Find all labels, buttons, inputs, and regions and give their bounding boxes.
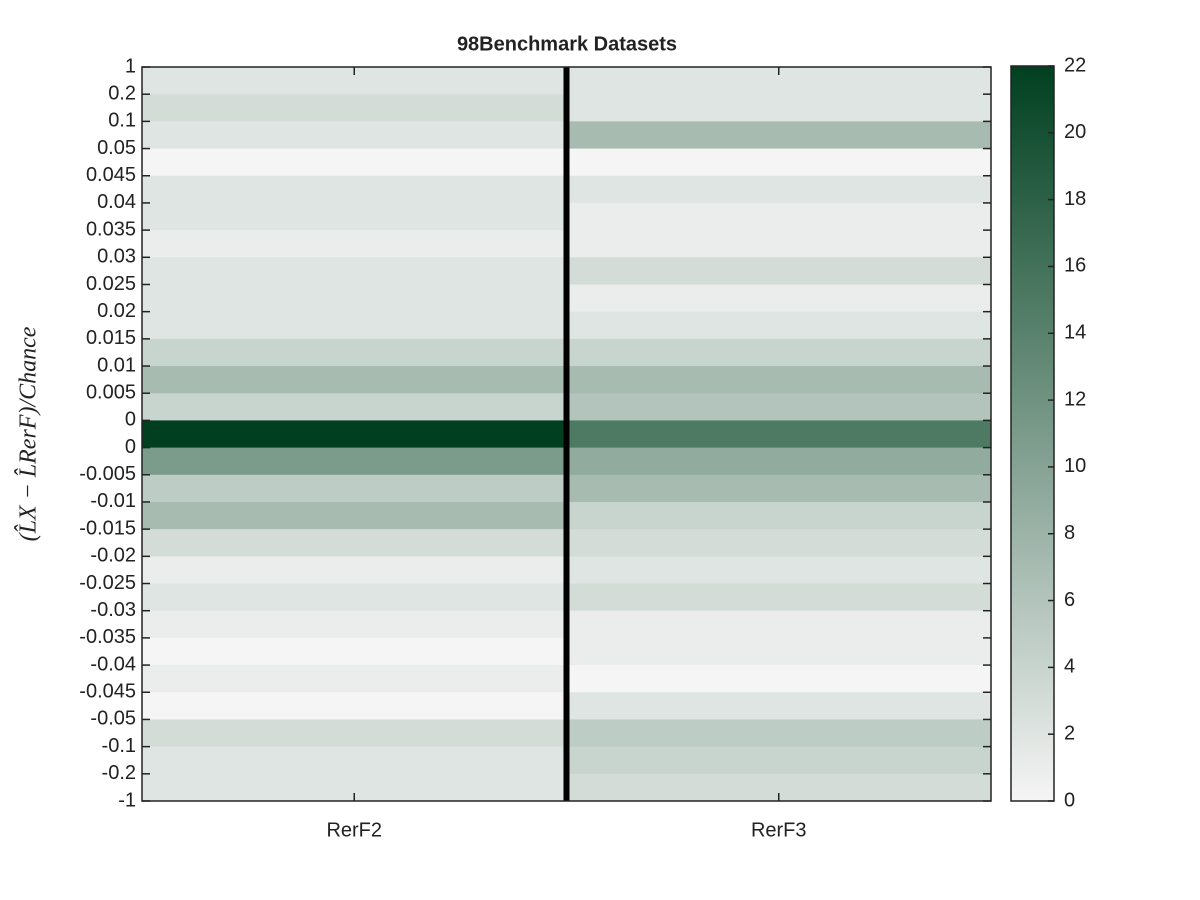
y-tick-label: -0.03 — [90, 599, 136, 621]
y-tick-label: -0.025 — [79, 572, 136, 594]
colorbar-tick-label: 14 — [1064, 322, 1086, 344]
heat-cell — [142, 202, 567, 231]
colorbar-tick-label: 4 — [1064, 656, 1075, 678]
heat-cell — [566, 692, 992, 720]
heat-cell — [566, 393, 992, 421]
heat-cell — [142, 284, 567, 313]
heat-cell — [142, 746, 567, 775]
colorbar-tick-label: 20 — [1064, 121, 1086, 143]
y-tick-label: -0.1 — [102, 735, 136, 757]
heat-cell — [142, 121, 567, 150]
y-tick-label: -0.045 — [79, 681, 136, 703]
y-tick-label: 0 — [125, 409, 136, 431]
heat-cell — [142, 556, 567, 585]
y-tick-label: 0.03 — [97, 246, 136, 268]
x-tick-label: RerF3 — [751, 819, 807, 841]
heat-cell — [142, 94, 567, 122]
heat-cell — [566, 665, 992, 693]
y-tick-label: 0.02 — [97, 300, 136, 322]
colorbar-tick-label: 18 — [1064, 188, 1086, 210]
heat-cell — [566, 501, 992, 530]
y-tick-label: -0.01 — [90, 490, 136, 512]
heat-cell — [566, 366, 992, 394]
heat-cell — [566, 94, 992, 122]
heat-cell — [142, 501, 567, 530]
colorbar-tick-label: 8 — [1064, 522, 1075, 544]
colorbar-tick-label: 16 — [1064, 255, 1086, 277]
y-tick-label: -0.04 — [90, 653, 136, 675]
heat-cell — [566, 556, 992, 585]
y-tick-label: 0.005 — [86, 382, 136, 404]
heat-cell — [142, 175, 567, 204]
heat-cell — [566, 311, 992, 340]
heat-cell — [142, 692, 567, 720]
heat-cell — [142, 257, 567, 285]
heat-cell — [566, 257, 992, 285]
y-tick-label: -0.2 — [102, 762, 136, 784]
y-tick-label: 0.015 — [86, 327, 136, 349]
y-tick-label: 0.1 — [108, 110, 136, 132]
y-tick-label: -0.015 — [79, 517, 136, 539]
y-tick-label: -0.05 — [90, 708, 136, 730]
heat-cell — [566, 121, 992, 150]
heat-cell — [566, 529, 992, 557]
heat-cell — [566, 583, 992, 612]
y-tick-label: 0.2 — [108, 82, 136, 104]
colorbar-tick-label: 12 — [1064, 388, 1086, 410]
heat-cell — [142, 529, 567, 557]
heat-cell — [142, 610, 567, 639]
heat-cell — [566, 230, 992, 258]
y-tick-label: -0.02 — [90, 545, 136, 567]
colorbar-tick-label: 0 — [1064, 789, 1075, 811]
x-tick-label: RerF2 — [326, 819, 382, 841]
heat-cell — [142, 393, 567, 421]
colorbar-tick-label: 2 — [1064, 722, 1075, 744]
heat-cell — [142, 637, 567, 666]
colorbar-tick-label: 6 — [1064, 589, 1075, 611]
heat-cell — [142, 148, 567, 177]
heat-cell — [566, 148, 992, 177]
y-tick-label: 0.025 — [86, 273, 136, 295]
y-tick-label: -1 — [118, 789, 136, 811]
colorbar — [1010, 65, 1055, 802]
y-tick-label: 0.035 — [86, 218, 136, 240]
heat-cell — [142, 366, 567, 394]
heat-cell — [566, 474, 992, 503]
heat-cell — [142, 338, 567, 367]
colorbar-tick-label: 22 — [1064, 54, 1086, 76]
heat-cell — [566, 447, 992, 476]
colorbar-tick-label: 10 — [1064, 455, 1086, 477]
heat-cell — [566, 637, 992, 666]
plot-frame — [141, 66, 992, 802]
y-tick-label: 1 — [125, 55, 136, 77]
heat-cell — [566, 746, 992, 775]
y-tick-label: 0.01 — [97, 354, 136, 376]
y-tick-label: -0.005 — [79, 463, 136, 485]
y-axis-label: (L̂X − L̂RerF)/Chance — [15, 326, 42, 541]
y-tick-label: 0 — [125, 436, 136, 458]
heat-cell — [142, 719, 567, 748]
y-tick-label: 0.045 — [86, 164, 136, 186]
heat-cell — [566, 719, 992, 748]
y-tick-label: 0.05 — [97, 137, 136, 159]
heat-cell — [566, 420, 992, 449]
heat-cell — [566, 284, 992, 313]
heat-cell — [142, 583, 567, 612]
y-tick-label: -0.035 — [79, 626, 136, 648]
heat-cell — [566, 202, 992, 231]
chart-title: 98Benchmark Datasets — [457, 33, 677, 55]
heat-cell — [142, 474, 567, 503]
heat-cell — [142, 420, 567, 449]
heat-cell — [142, 230, 567, 258]
heat-cell — [142, 665, 567, 693]
heat-cell — [142, 311, 567, 340]
y-tick-label: 0.04 — [97, 191, 136, 213]
heat-cell — [566, 610, 992, 639]
heat-cell — [566, 338, 992, 367]
heat-cell — [142, 447, 567, 476]
heat-cell — [566, 175, 992, 204]
